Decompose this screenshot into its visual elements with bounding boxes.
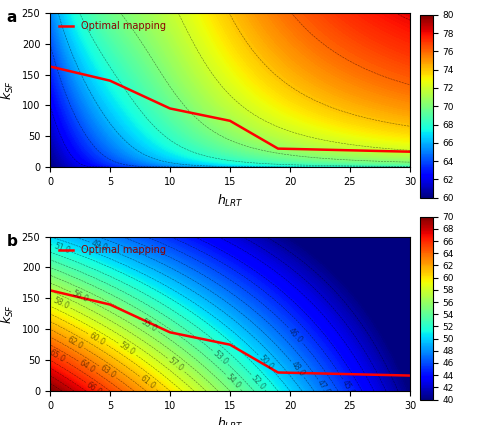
Legend: Optimal mapping: Optimal mapping xyxy=(55,241,170,259)
Optimal mapping xyxy=(227,342,233,347)
Text: 56.0: 56.0 xyxy=(71,289,90,304)
Text: 57.0: 57.0 xyxy=(166,356,185,374)
Optimal mapping xyxy=(275,370,281,375)
Text: 60.0: 60.0 xyxy=(88,331,106,347)
Text: 52.0: 52.0 xyxy=(250,373,268,391)
Optimal mapping xyxy=(407,149,413,154)
Line: Optimal mapping: Optimal mapping xyxy=(50,290,410,376)
Y-axis label: $k_{SF}$: $k_{SF}$ xyxy=(0,80,16,100)
Text: 49.0: 49.0 xyxy=(90,238,109,253)
Text: 66.0: 66.0 xyxy=(85,380,104,397)
Text: 64.0: 64.0 xyxy=(78,358,97,375)
X-axis label: $h_{LRT}$: $h_{LRT}$ xyxy=(216,416,244,425)
Text: b: b xyxy=(7,233,18,249)
Text: 51.0: 51.0 xyxy=(52,241,72,255)
Text: 47.0: 47.0 xyxy=(316,378,332,397)
Optimal mapping xyxy=(275,146,281,151)
Optimal mapping xyxy=(407,373,413,378)
Text: 53.0: 53.0 xyxy=(211,348,230,366)
Optimal mapping xyxy=(167,330,173,335)
Text: a: a xyxy=(7,10,17,25)
Text: 54.0: 54.0 xyxy=(224,372,242,391)
Optimal mapping xyxy=(47,64,53,69)
Text: 63.0: 63.0 xyxy=(98,363,117,380)
Optimal mapping xyxy=(227,118,233,123)
Text: 48.0: 48.0 xyxy=(289,360,306,379)
Text: 59.0: 59.0 xyxy=(118,340,137,357)
Text: 61.0: 61.0 xyxy=(138,374,157,391)
Optimal mapping xyxy=(47,288,53,293)
Text: 46.0: 46.0 xyxy=(286,326,304,344)
Optimal mapping xyxy=(107,302,113,307)
Text: 65.0: 65.0 xyxy=(48,348,67,365)
Optimal mapping xyxy=(167,106,173,111)
Line: Optimal mapping: Optimal mapping xyxy=(50,66,410,152)
X-axis label: $h_{LRT}$: $h_{LRT}$ xyxy=(216,193,244,209)
Text: 55.0: 55.0 xyxy=(139,317,158,334)
Legend: Optimal mapping: Optimal mapping xyxy=(55,17,170,35)
Optimal mapping xyxy=(107,78,113,83)
Text: 62.0: 62.0 xyxy=(66,335,85,351)
Text: 58.0: 58.0 xyxy=(52,296,70,311)
Text: 50.0: 50.0 xyxy=(256,353,274,372)
Y-axis label: $k_{SF}$: $k_{SF}$ xyxy=(0,304,16,324)
Text: 45.0: 45.0 xyxy=(340,378,356,397)
